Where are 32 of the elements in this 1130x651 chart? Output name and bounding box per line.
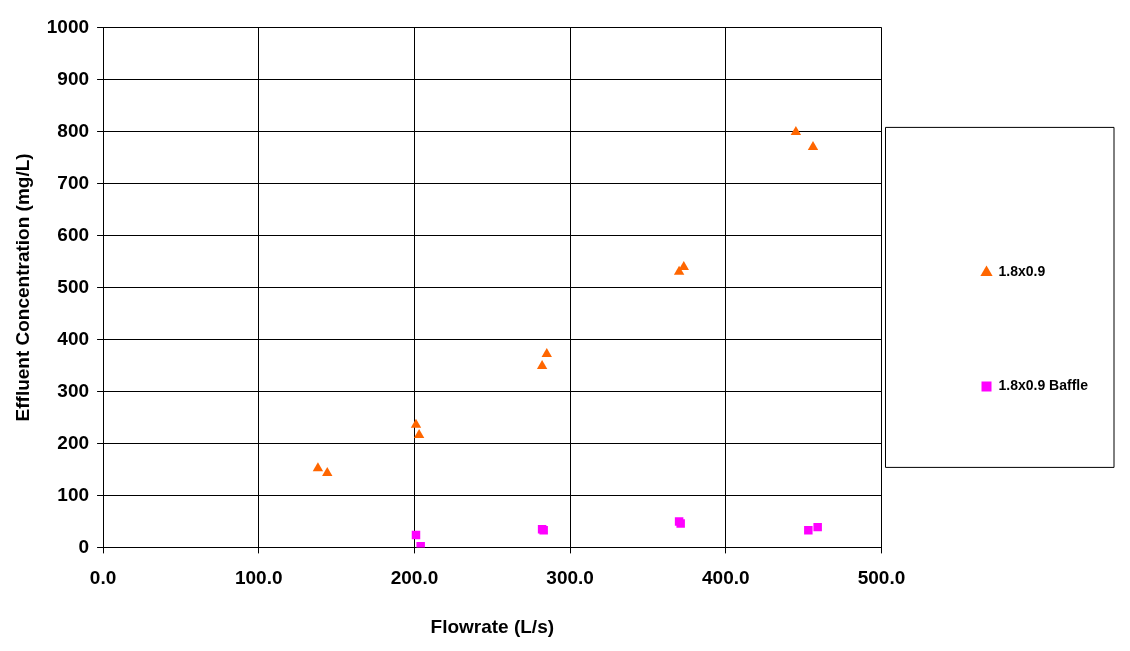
point (322, 467, 333, 477)
y-tick-label: 500 (57, 275, 90, 297)
x-tick-label: 400.0 (702, 567, 750, 589)
y-tick-label: 100 (57, 483, 90, 505)
x-tick-label: 0.0 (89, 567, 117, 589)
y-tick-label: 900 (57, 67, 90, 89)
point (807, 141, 819, 150)
y-tick-label: 1000 (46, 15, 90, 37)
y-tick-label: 200 (57, 431, 90, 453)
legend-label: 1.8x0.9 Baffle (998, 377, 1089, 394)
x-tick-label: 500.0 (857, 567, 906, 589)
point (536, 359, 548, 369)
y-tick-label: 0 (78, 535, 90, 557)
point (541, 347, 552, 357)
y-tick-label: 300 (57, 379, 90, 401)
point (813, 522, 822, 532)
point (413, 429, 425, 439)
point (804, 526, 813, 535)
x-axis-title: Flowrate (L/s) (430, 615, 555, 637)
legend-label: 1.8x0.9 (998, 263, 1046, 280)
y-tick-label: 400 (57, 327, 90, 349)
point (790, 125, 802, 135)
x-tick-label: 100.0 (234, 567, 283, 589)
y-axis-title: Effluent Concentration (mg/L) (11, 153, 33, 422)
y-tick-label: 700 (57, 171, 90, 193)
y-tick-label: 600 (57, 223, 90, 245)
point (673, 265, 685, 275)
point (410, 418, 422, 428)
y-tick-label: 800 (57, 119, 90, 141)
x-tick-label: 300.0 (546, 567, 594, 589)
x-tick-label: 200.0 (390, 567, 439, 589)
point (312, 462, 324, 472)
